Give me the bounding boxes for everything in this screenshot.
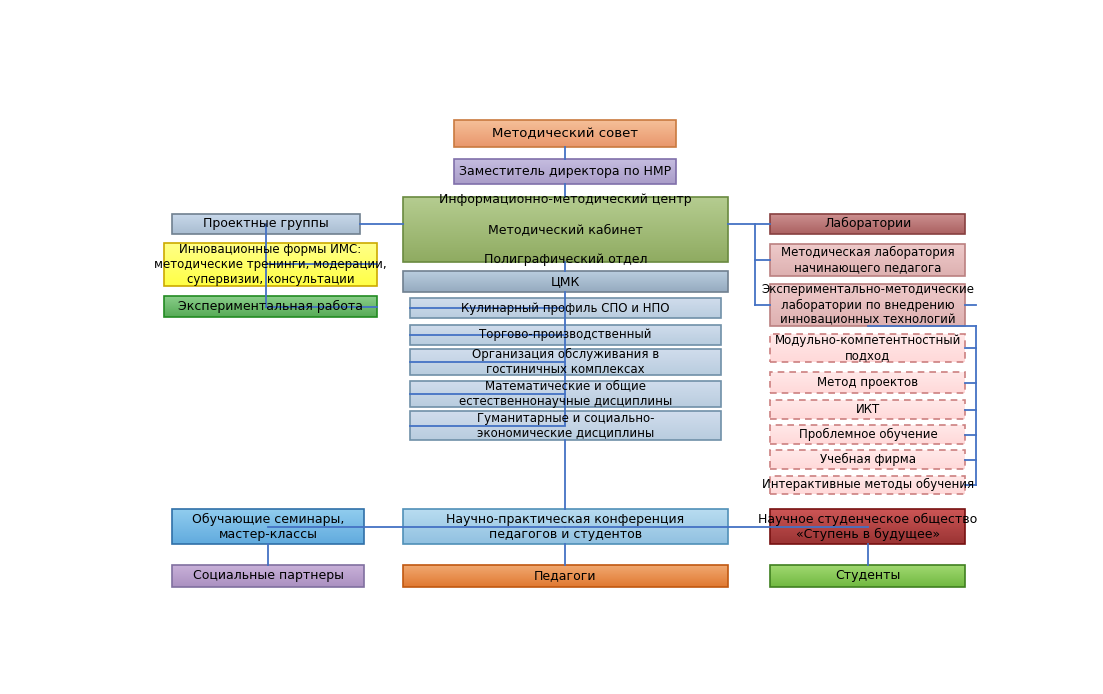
Text: Организация обслуживания в
гостиничных комплексах: Организация обслуживания в гостиничных к…	[472, 348, 658, 376]
Text: Методический совет: Методический совет	[492, 127, 639, 140]
Text: Торгово-производственный: Торгово-производственный	[479, 328, 652, 341]
Text: Интерактивные методы обучения: Интерактивные методы обучения	[762, 478, 974, 491]
Text: Кулинарный профиль СПО и НПО: Кулинарный профиль СПО и НПО	[461, 302, 670, 315]
Text: Проблемное обучение: Проблемное обучение	[799, 428, 938, 441]
Text: Лаборатории: Лаборатории	[824, 217, 911, 230]
Text: Студенты: Студенты	[835, 570, 900, 582]
Text: Метод проектов: Метод проектов	[817, 376, 919, 389]
Text: ЦМК: ЦМК	[550, 275, 580, 288]
Text: Научно-практическая конференция
педагогов и студентов: Научно-практическая конференция педагого…	[447, 513, 684, 541]
Text: Проектные группы: Проектные группы	[203, 217, 329, 230]
Text: Инновационные формы ИМС:
методические тренинги, модерации,
супервизии, консульта: Инновационные формы ИМС: методические тр…	[154, 243, 387, 286]
Text: Экспериментальная работа: Экспериментальная работа	[178, 300, 363, 313]
Text: Информационно-методический центр

Методический кабинет

Полиграфический отдел: Информационно-методический центр Методич…	[439, 193, 692, 266]
Text: Педагоги: Педагоги	[534, 570, 597, 582]
Text: Гуманитарные и социально-
экономические дисциплины: Гуманитарные и социально- экономические …	[476, 412, 654, 439]
Text: Учебная фирма: Учебная фирма	[820, 453, 915, 466]
Text: Модульно-компетентностный
подход: Модульно-компетентностный подход	[774, 334, 961, 362]
Text: Математические и общие
естественнонаучные дисциплины: Математические и общие естественнонаучны…	[459, 380, 672, 408]
Text: Экспериментально-методические
лаборатории по внедрению
инновационных технологий: Экспериментально-методические лаборатори…	[761, 283, 974, 327]
Text: Заместитель директора по НМР: Заместитель директора по НМР	[459, 164, 672, 178]
Text: Научное студенческое общество
«Ступень в будущее»: Научное студенческое общество «Ступень в…	[758, 512, 977, 541]
Text: Социальные партнеры: Социальные партнеры	[193, 570, 344, 582]
Text: Методическая лаборатория
начинающего педагога: Методическая лаборатория начинающего пед…	[781, 246, 955, 273]
Text: Обучающие семинары,
мастер-классы: Обучающие семинары, мастер-классы	[192, 512, 344, 541]
Text: ИКТ: ИКТ	[856, 403, 880, 416]
